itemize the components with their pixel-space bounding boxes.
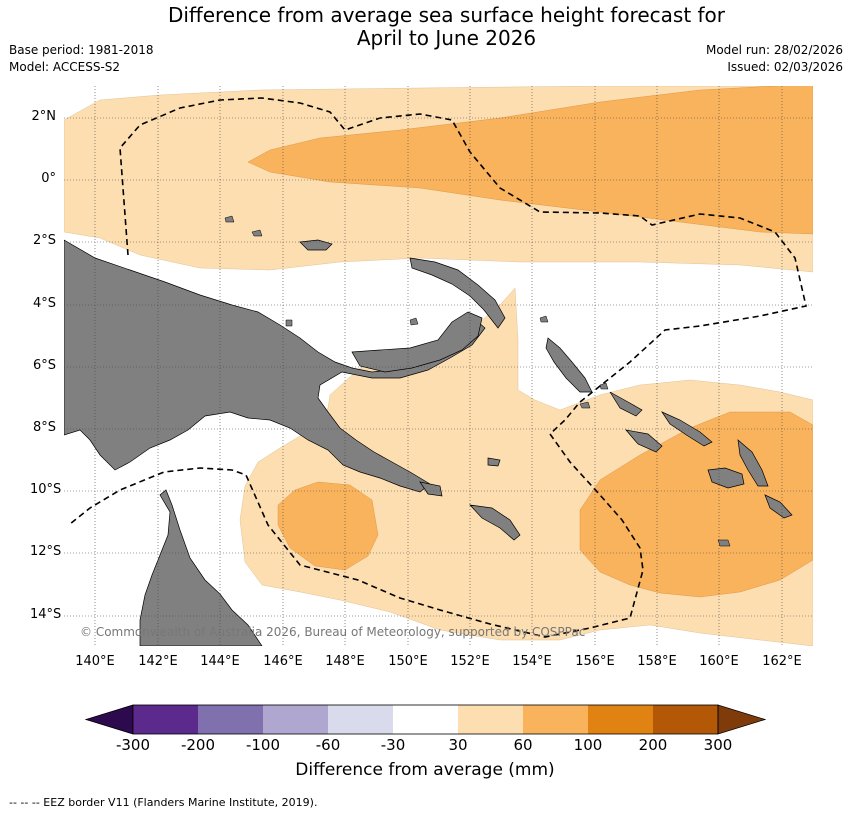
colorbar-swatch-0 — [133, 705, 198, 734]
lon-label: 140°E — [75, 654, 115, 669]
lon-label: 152°E — [450, 654, 490, 669]
malaita-island — [661, 411, 713, 447]
colorbar-tick: -100 — [245, 736, 281, 754]
colorbar-tick: 30 — [448, 736, 468, 754]
colorbar-swatch-2 — [263, 705, 328, 734]
eez-footnote: -- -- -- EEZ border V11 (Flanders Marine… — [9, 796, 318, 809]
copyright-notice: © Commonwealth of Australia 2026, Bureau… — [80, 625, 586, 639]
fergusson-island — [419, 481, 443, 497]
lon-label: 156°E — [575, 654, 615, 669]
malekula-island — [737, 439, 769, 487]
colorbar-tick: 200 — [638, 736, 668, 754]
lat-label: 8°S — [32, 420, 56, 435]
lon-label: 158°E — [637, 654, 677, 669]
lat-label: 2°N — [31, 109, 57, 124]
lon-label: 160°E — [699, 654, 739, 669]
lat-label: 12°S — [30, 544, 62, 559]
lat-label: 0° — [41, 171, 56, 186]
australia-cape-york — [139, 489, 263, 646]
colorbar-min-arrow — [84, 704, 134, 735]
lon-label: 150°E — [388, 654, 428, 669]
map-gridlines — [64, 86, 813, 646]
issued-date: Issued: 02/03/2026 — [727, 60, 843, 74]
colorbar-swatch-7 — [588, 705, 653, 734]
colorbar-label: Difference from average (mm) — [295, 760, 555, 780]
colorbar-swatch-5 — [458, 705, 523, 734]
efate-island — [764, 494, 793, 519]
santa-isabel-island — [609, 391, 643, 417]
lat-label: 10°S — [30, 482, 62, 497]
colorbar-tick: -30 — [380, 736, 406, 754]
lat-label: 4°S — [32, 296, 56, 311]
colorbar-tick: -300 — [115, 736, 151, 754]
lon-label: 148°E — [325, 654, 365, 669]
colorbar-max-arrow — [717, 704, 767, 735]
colorbar — [84, 704, 767, 735]
colorbar-tick: -200 — [180, 736, 216, 754]
bougainville-island — [545, 337, 593, 393]
title-line-1: Difference from average sea surface heig… — [167, 3, 726, 27]
lat-label: 6°S — [32, 358, 56, 373]
lon-label: 154°E — [512, 654, 552, 669]
colorbar-tick: 60 — [513, 736, 533, 754]
lat-label: 14°S — [30, 607, 62, 622]
woodlark-island — [487, 457, 501, 467]
new-britain-island — [351, 311, 483, 373]
lat-label: 2°S — [32, 233, 56, 248]
colorbar-swatch-3 — [328, 705, 393, 734]
meta-right: Model run: 28/02/2026 Issued: 02/03/2026 — [706, 42, 843, 76]
lon-label: 146°E — [263, 654, 303, 669]
colorbar-swatch-1 — [198, 705, 263, 734]
colorbar-tick: 100 — [573, 736, 603, 754]
new-ireland-island — [409, 257, 506, 329]
colorbar-swatch-6 — [523, 705, 588, 734]
small-islands — [224, 215, 731, 547]
lon-label: 162°E — [762, 654, 802, 669]
colorbar-swatch-4 — [393, 705, 458, 734]
louisiade-islands — [469, 504, 521, 541]
anomaly-band-60-100-north — [247, 86, 813, 235]
anomaly-band-60-100-west — [277, 481, 379, 571]
guadalcanal-island — [625, 429, 663, 453]
meta-left: Base period: 1981-2018 Model: ACCESS-S2 — [9, 42, 154, 76]
eez-border — [69, 97, 807, 638]
model-name: Model: ACCESS-S2 — [9, 60, 121, 74]
manus-island — [299, 239, 333, 251]
base-period: Base period: 1981-2018 — [9, 43, 154, 57]
espiritu-santo-island — [707, 467, 745, 489]
model-run: Model run: 28/02/2026 — [705, 43, 843, 57]
colorbar-tick: -60 — [315, 736, 341, 754]
lon-label: 144°E — [200, 654, 240, 669]
lon-label: 142°E — [138, 654, 178, 669]
colorbar-swatch-8 — [653, 705, 718, 734]
colorbar-tick: 300 — [703, 736, 733, 754]
map-title: Difference from average sea surface heig… — [0, 4, 850, 50]
title-line-2: April to June 2026 — [356, 26, 537, 50]
